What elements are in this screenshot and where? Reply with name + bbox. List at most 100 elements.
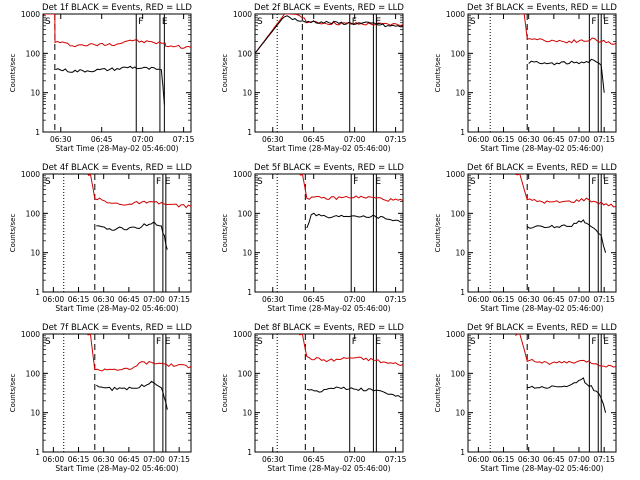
marker-label: E: [375, 337, 381, 347]
x-tick-label: 06:15: [68, 455, 90, 464]
y-axis-label: Counts/sec: [221, 54, 229, 93]
y-axis-label: Counts/sec: [221, 374, 229, 413]
y-tick-label: 10: [30, 89, 40, 98]
marker-label: E: [375, 177, 381, 187]
y-tick-label: 1: [35, 128, 40, 137]
x-tick-label: 07:15: [168, 295, 190, 304]
plot-frame: [254, 173, 404, 293]
x-tick-label: 06:30: [93, 455, 115, 464]
detector-panel-6: Det 6f BLACK = Events, RED = LLD 1 10 100 10…: [434, 163, 617, 313]
series-events-line: [528, 58, 605, 93]
panel-title: Det 9f BLACK = Events, RED = LLD: [467, 323, 617, 333]
marker-label: E: [603, 177, 609, 187]
y-tick-label: 1: [247, 128, 252, 137]
plot-frame: [42, 13, 192, 133]
plot-frame: [42, 173, 192, 293]
x-tick-label: 07:00: [143, 295, 165, 304]
panel-title: Det 6f BLACK = Events, RED = LLD: [467, 163, 617, 173]
y-tick-label: 100: [238, 369, 253, 378]
plot-frame: [467, 13, 617, 133]
x-axis-label: Start Time (28-May-02 05:46:00): [55, 304, 178, 313]
series-lld-line: [87, 174, 191, 209]
start-marker-label: S: [470, 17, 476, 27]
marker-label: F: [156, 337, 161, 347]
x-axis-label: Start Time (28-May-02 05:46:00): [55, 144, 178, 153]
plot-frame: [254, 13, 404, 133]
x-tick-label: 06:45: [303, 135, 325, 144]
y-tick-label: 1000: [233, 170, 252, 179]
series-lld-line: [43, 14, 191, 49]
panel-title: Det 2f BLACK = Events, RED = LLD: [254, 3, 404, 13]
x-tick-label: 06:00: [468, 295, 490, 304]
y-tick-label: 10: [242, 89, 252, 98]
series-events-line: [96, 221, 168, 250]
panel-title: Det 8f BLACK = Events, RED = LLD: [254, 323, 404, 333]
x-tick-label: 06:30: [93, 295, 115, 304]
x-axis-label: Start Time (28-May-02 05:46:00): [480, 144, 603, 153]
detector-panel-5: Det 5f BLACK = Events, RED = LLD 1 10 100 10…: [221, 163, 407, 313]
x-tick-label: 06:30: [262, 455, 284, 464]
y-tick-label: 1000: [21, 170, 40, 179]
y-tick-label: 1000: [446, 170, 465, 179]
y-tick-label: 1000: [233, 330, 252, 339]
y-tick-label: 1000: [446, 10, 465, 19]
marker-label: E: [165, 337, 171, 347]
x-tick-label: 06:45: [118, 295, 140, 304]
y-tick-label: 10: [455, 409, 465, 418]
y-tick-label: 1: [35, 288, 40, 297]
detector-panel-4: Det 4f BLACK = Events, RED = LLD 1 10 100 10…: [9, 163, 192, 313]
series-lld-line: [515, 334, 616, 368]
y-tick-label: 1000: [21, 330, 40, 339]
y-axis-label: Counts/sec: [434, 374, 442, 413]
x-tick-label: 06:45: [543, 295, 565, 304]
x-tick-label: 07:15: [173, 135, 195, 144]
x-tick-label: 06:45: [543, 135, 565, 144]
y-tick-label: 10: [455, 89, 465, 98]
panel-title: Det 1f BLACK = Events, RED = LLD: [42, 3, 192, 13]
y-tick-label: 10: [455, 249, 465, 258]
plot-frame: [42, 333, 192, 453]
x-tick-label: 07:15: [385, 455, 407, 464]
x-tick-label: 07:00: [568, 455, 590, 464]
x-tick-label: 06:45: [118, 455, 140, 464]
series-lld-line: [87, 334, 191, 372]
x-axis-label: Start Time (28-May-02 05:46:00): [267, 144, 390, 153]
series-events-line: [96, 380, 168, 410]
x-tick-label: 07:00: [132, 135, 154, 144]
y-tick-label: 1: [247, 288, 252, 297]
x-tick-label: 06:45: [303, 455, 325, 464]
x-tick-label: 07:00: [344, 135, 366, 144]
series-events-line: [55, 65, 165, 105]
panel-title: Det 4f BLACK = Events, RED = LLD: [42, 163, 192, 173]
y-tick-label: 1: [460, 288, 465, 297]
y-tick-label: 1: [35, 448, 40, 457]
x-tick-label: 07:15: [385, 295, 407, 304]
series-lld-line: [299, 174, 403, 202]
series-lld-line: [255, 14, 403, 54]
marker-label: F: [353, 177, 358, 187]
y-tick-label: 10: [242, 409, 252, 418]
marker-label: E: [162, 17, 168, 27]
x-tick-label: 06:30: [518, 295, 540, 304]
detector-panel-1: Det 1f BLACK = Events, RED = LLD 1 10 100 10…: [9, 3, 195, 153]
start-marker-label: S: [470, 177, 476, 187]
y-tick-label: 1: [247, 448, 252, 457]
y-tick-label: 1000: [21, 10, 40, 19]
start-marker-label: S: [45, 337, 51, 347]
plot-frame: [254, 333, 404, 453]
x-tick-label: 06:15: [68, 295, 90, 304]
series-events-line: [526, 219, 607, 253]
marker-label: F: [156, 177, 161, 187]
x-tick-label: 06:45: [303, 295, 325, 304]
series-events-line: [527, 377, 607, 413]
x-tick-label: 06:30: [518, 135, 540, 144]
y-tick-label: 100: [238, 209, 253, 218]
marker-label: F: [591, 17, 596, 27]
x-tick-label: 06:30: [518, 455, 540, 464]
y-tick-label: 1000: [233, 10, 252, 19]
y-tick-label: 100: [238, 49, 253, 58]
x-tick-label: 06:15: [493, 135, 515, 144]
detector-panel-3: Det 3f BLACK = Events, RED = LLD 1 10 100 10…: [434, 3, 617, 153]
plot-frame: [467, 173, 617, 293]
